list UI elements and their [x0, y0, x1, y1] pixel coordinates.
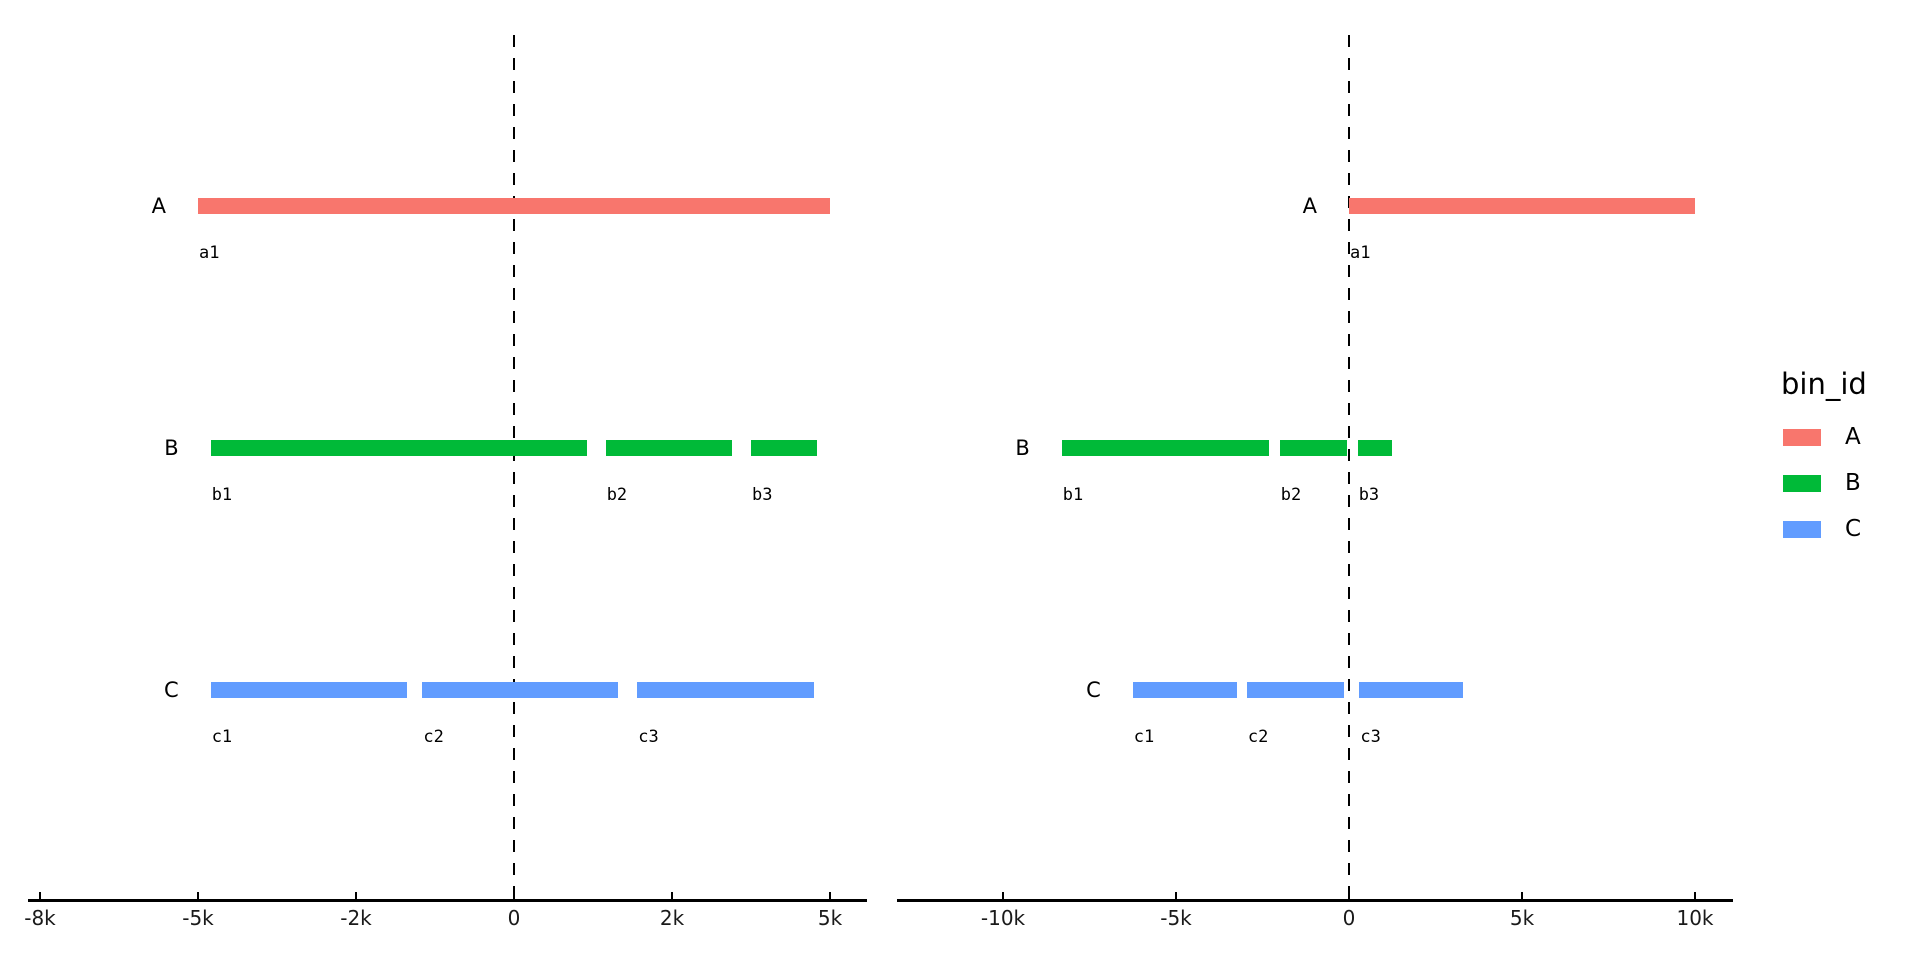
bin-bar-c3 [1359, 682, 1464, 698]
bin-bar-c2 [422, 682, 619, 698]
legend-item-c: C [1783, 516, 1862, 542]
bin-label-c3: c3 [638, 727, 659, 747]
bin-label-c2: c2 [423, 727, 444, 747]
bin-bar-a1 [198, 198, 830, 214]
row-label-b: B [164, 436, 179, 460]
legend-label-c: C [1845, 516, 1862, 542]
legend-label-a: A [1845, 424, 1861, 450]
bin-label-c1: c1 [1133, 727, 1155, 747]
row-label-a: A [1302, 194, 1317, 218]
x-axis-tick-label: 5k [817, 906, 843, 930]
bin-label-c3: c3 [1360, 727, 1381, 747]
x-axis-tick-label: -10k [980, 906, 1026, 930]
x-axis-tick [197, 892, 199, 900]
x-axis-tick [39, 892, 41, 900]
x-axis-tick-label: 2k [659, 906, 685, 930]
x-axis-line [897, 899, 1733, 902]
zero-dashed-line [1348, 35, 1350, 899]
bin-bar-a1 [1349, 198, 1695, 214]
x-axis-tick [1002, 892, 1004, 900]
bin-label-b1: b1 [1062, 485, 1084, 505]
x-axis-tick [671, 892, 673, 900]
bin-bar-c1 [1132, 682, 1237, 698]
bin-label-c2: c2 [1247, 727, 1269, 747]
x-axis-tick-label: 5k [1509, 906, 1535, 930]
x-axis-tick [355, 892, 357, 900]
legend-swatch-a [1783, 429, 1821, 446]
x-axis-line [28, 899, 867, 902]
bin-label-c1: c1 [211, 727, 233, 747]
row-label-b: B [1015, 436, 1030, 460]
row-label-c: C [1086, 678, 1101, 702]
bin-label-b1: b1 [211, 485, 233, 505]
bin-label-b3: b3 [1358, 485, 1380, 505]
x-axis-tick [1521, 892, 1523, 900]
legend-item-a: A [1783, 424, 1861, 450]
x-axis-tick [1175, 892, 1177, 900]
bin-bar-b3 [1357, 440, 1393, 456]
x-axis-tick [829, 892, 831, 900]
x-axis-tick-label: -5k [182, 906, 214, 930]
zero-dashed-line [513, 35, 515, 899]
bin-bar-b2 [605, 440, 733, 456]
row-label-a: A [151, 194, 166, 218]
x-axis-tick-label: -5k [1160, 906, 1192, 930]
x-axis-tick-label: -2k [340, 906, 372, 930]
legend-item-b: B [1783, 470, 1861, 496]
legend-swatch-b [1783, 475, 1821, 492]
bin-bar-b2 [1279, 440, 1348, 456]
bin-label-a1: a1 [199, 243, 220, 263]
x-axis-tick-label: -8k [24, 906, 56, 930]
bin-bar-b1 [210, 440, 587, 456]
legend-title: bin_id [1781, 367, 1867, 401]
legend-label-b: B [1845, 470, 1861, 496]
bin-label-b2: b2 [606, 485, 628, 505]
bin-bar-c2 [1246, 682, 1344, 698]
bin-label-b2: b2 [1280, 485, 1302, 505]
bin-label-a1: a1 [1350, 243, 1371, 263]
x-axis-tick-label: 10k [1676, 906, 1714, 930]
bin-bar-b1 [1061, 440, 1270, 456]
legend-swatch-c [1783, 521, 1821, 538]
row-label-c: C [164, 678, 179, 702]
bin-bar-b3 [751, 440, 818, 456]
bin-label-b3: b3 [752, 485, 773, 505]
x-axis-tick-label: 0 [507, 906, 521, 930]
x-axis-tick [1694, 892, 1696, 900]
bin-bar-c3 [637, 682, 815, 698]
x-axis-tick-label: 0 [1342, 906, 1356, 930]
bin-bar-c1 [210, 682, 407, 698]
